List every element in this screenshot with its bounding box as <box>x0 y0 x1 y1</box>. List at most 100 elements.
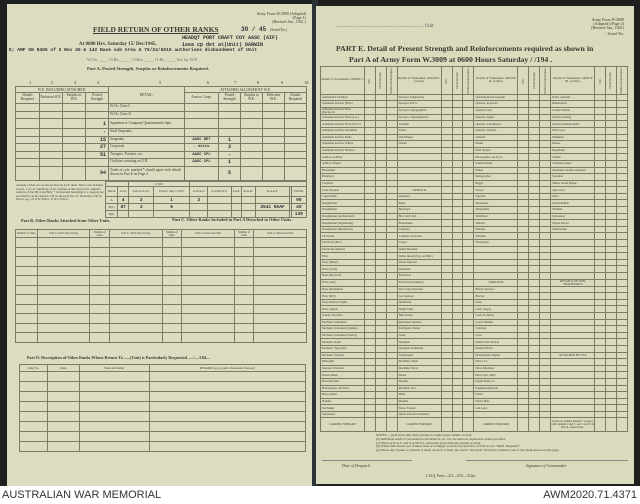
cell <box>36 275 91 286</box>
cell <box>385 258 398 267</box>
trade-label: Armament Artificer Fitter (A.F.V.) <box>320 120 365 128</box>
cell <box>539 384 552 393</box>
cell <box>539 166 552 175</box>
posted-strength: 51 <box>85 150 109 159</box>
cell <box>517 325 530 333</box>
cell <box>440 100 453 108</box>
trade-label: Farrier <box>473 391 519 399</box>
cell <box>19 381 48 392</box>
trade-label <box>550 232 596 241</box>
cell <box>233 256 255 267</box>
cell <box>462 384 475 393</box>
cell <box>615 93 629 102</box>
cell <box>517 377 530 386</box>
column-number: 8 <box>257 80 260 85</box>
detail-label: Troopers, Privates, etc. <box>108 150 185 159</box>
cell <box>594 397 606 406</box>
signature-label: Signature of Commander <box>526 463 567 468</box>
cell <box>517 364 530 373</box>
page-title: FIELD RETURN OF OTHER RANKS <box>93 25 219 34</box>
cell <box>39 158 63 167</box>
cell <box>36 237 91 248</box>
cell <box>615 219 629 227</box>
arm-or-corps: AASC DET <box>184 135 219 144</box>
cell <box>615 206 629 214</box>
cell <box>451 179 464 188</box>
cell <box>594 258 606 267</box>
cell <box>62 150 86 159</box>
cell <box>374 305 387 313</box>
cell <box>517 146 530 155</box>
trade-label <box>550 318 596 327</box>
cell <box>604 166 617 175</box>
note-line: (b) Individual needs of personnel not in… <box>376 436 506 441</box>
cell <box>604 192 617 201</box>
cell <box>604 397 617 406</box>
cell <box>374 159 387 168</box>
cell <box>440 146 453 155</box>
cell <box>594 377 606 386</box>
cell <box>440 206 453 214</box>
trade-label: Operator, Switchboard <box>473 120 519 128</box>
cell <box>594 245 606 254</box>
trade-label: Dental Clerk Orderly <box>473 338 519 346</box>
cell <box>604 410 617 419</box>
trade-label: Wireman <box>473 232 519 241</box>
cell <box>385 371 398 379</box>
cell <box>374 351 387 360</box>
cell <box>615 239 629 247</box>
cell <box>604 133 617 142</box>
cell <box>604 351 617 360</box>
cell <box>604 404 617 412</box>
arm-or-corps <box>184 110 219 119</box>
cell <box>528 325 541 333</box>
cell <box>148 441 306 452</box>
table-row: Fitter (M.T.) Gas Operator Butcher <box>320 292 629 300</box>
cell <box>451 417 464 433</box>
cell <box>374 285 387 294</box>
cell <box>363 272 376 280</box>
cell <box>385 146 398 155</box>
cell <box>604 225 617 234</box>
cell <box>374 397 387 406</box>
cell <box>594 338 606 346</box>
header-row: Army No. Rank Name and Initials REMARKS (e.… <box>19 364 306 372</box>
posted-strength: 1 <box>85 118 109 129</box>
trade-label: Draughtsman (Architectural) <box>320 212 365 221</box>
cell <box>462 199 475 208</box>
column-header: Serv in A.I.F. <box>128 186 155 197</box>
cell <box>451 384 464 393</box>
trade-label: Engine Hand, I.C. <box>473 377 519 386</box>
cell <box>594 351 606 360</box>
cell <box>253 237 307 248</box>
cell <box>451 146 464 155</box>
table-row: Mechanic, Wireless Lithographer Draughtsma… <box>320 351 629 360</box>
cell <box>374 371 387 379</box>
cell <box>181 265 235 276</box>
cell <box>374 265 387 273</box>
table-row: Armament Artificer Vehicle Welder Painter R… <box>320 140 629 148</box>
trade-label <box>550 292 596 300</box>
cell <box>15 110 40 119</box>
column-number: 4 <box>97 80 100 85</box>
table-row <box>19 381 306 392</box>
cell <box>451 133 464 142</box>
table-row: B(2) 139 <box>104 210 308 218</box>
trade-label: Observation Post Assistant <box>396 410 442 419</box>
cell <box>517 245 530 254</box>
arm-or-corps <box>184 118 219 129</box>
cell <box>528 166 541 175</box>
table-row: 1 Squadron or Company Quartermaster Sgts. <box>15 118 307 129</box>
trade-label: Coppersmith <box>320 192 365 201</box>
table-row: Electrician (Signals) Dental Mechanic <box>320 245 629 254</box>
trade-label: Storeman <box>550 173 596 181</box>
cell <box>109 294 163 305</box>
cell <box>374 153 387 161</box>
posted-strength: 94 <box>85 165 109 181</box>
cell <box>615 358 629 366</box>
cell: A <box>104 196 119 204</box>
cell <box>539 179 552 188</box>
table-row: Armament Artificer Fitter (A.A.) Surveyor… <box>320 113 629 122</box>
trade-label: Mechanic, Wireless <box>320 351 365 360</box>
cell <box>363 192 376 201</box>
